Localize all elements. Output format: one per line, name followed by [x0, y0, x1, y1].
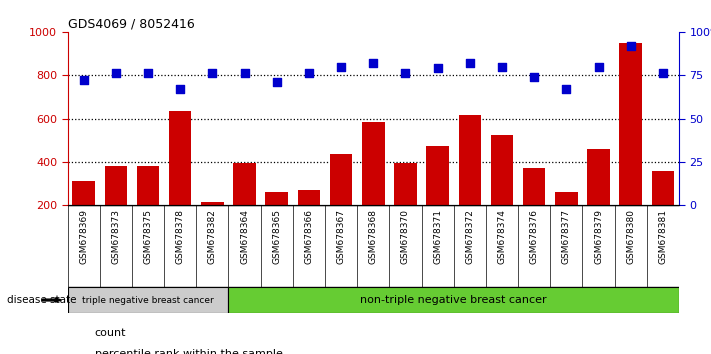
Text: GSM678371: GSM678371: [433, 209, 442, 264]
Text: GSM678380: GSM678380: [626, 209, 635, 264]
Point: [336, 64, 347, 69]
Point: [625, 43, 636, 48]
Text: GSM678367: GSM678367: [336, 209, 346, 264]
Point: [368, 60, 379, 66]
Text: percentile rank within the sample: percentile rank within the sample: [95, 349, 282, 354]
Text: disease state: disease state: [7, 295, 77, 305]
Text: triple negative breast cancer: triple negative breast cancer: [82, 296, 214, 304]
Point: [271, 79, 282, 85]
Bar: [137, 166, 159, 249]
Point: [657, 71, 668, 76]
Text: GSM678373: GSM678373: [112, 209, 120, 264]
Bar: [555, 192, 577, 249]
Text: GSM678375: GSM678375: [144, 209, 152, 264]
Bar: [265, 192, 288, 249]
Point: [561, 86, 572, 92]
Bar: [362, 122, 385, 249]
Point: [110, 71, 122, 76]
Text: GSM678368: GSM678368: [369, 209, 378, 264]
Text: non-triple negative breast cancer: non-triple negative breast cancer: [360, 295, 547, 305]
Text: GSM678382: GSM678382: [208, 209, 217, 264]
Point: [464, 60, 476, 66]
Text: GSM678369: GSM678369: [79, 209, 88, 264]
Point: [432, 65, 444, 71]
Text: GSM678381: GSM678381: [658, 209, 668, 264]
Bar: [330, 154, 353, 249]
Bar: [587, 149, 610, 249]
Bar: [491, 135, 513, 249]
Point: [593, 64, 604, 69]
Text: GSM678364: GSM678364: [240, 209, 249, 264]
Bar: [652, 171, 674, 249]
Point: [207, 71, 218, 76]
Point: [303, 71, 314, 76]
Text: count: count: [95, 328, 126, 338]
Bar: [105, 166, 127, 249]
Bar: [73, 182, 95, 249]
Text: GSM678366: GSM678366: [304, 209, 314, 264]
Point: [528, 74, 540, 80]
Bar: [201, 202, 224, 249]
Text: GSM678377: GSM678377: [562, 209, 571, 264]
Text: GSM678379: GSM678379: [594, 209, 603, 264]
Text: GSM678374: GSM678374: [498, 209, 506, 264]
Point: [496, 64, 508, 69]
Bar: [298, 190, 320, 249]
Text: GSM678370: GSM678370: [401, 209, 410, 264]
Text: GSM678376: GSM678376: [530, 209, 539, 264]
Point: [174, 86, 186, 92]
Bar: [233, 163, 256, 249]
Point: [142, 71, 154, 76]
Point: [78, 78, 90, 83]
Text: GDS4069 / 8052416: GDS4069 / 8052416: [68, 18, 194, 31]
Bar: [427, 146, 449, 249]
Text: GSM678365: GSM678365: [272, 209, 282, 264]
Bar: [169, 111, 191, 249]
Bar: [619, 43, 642, 249]
Bar: [523, 169, 545, 249]
Bar: [459, 115, 481, 249]
Bar: [228, 287, 679, 313]
Point: [400, 71, 411, 76]
Text: GSM678372: GSM678372: [465, 209, 474, 264]
Text: GSM678378: GSM678378: [176, 209, 185, 264]
Bar: [68, 287, 228, 313]
Point: [239, 71, 250, 76]
Bar: [394, 163, 417, 249]
